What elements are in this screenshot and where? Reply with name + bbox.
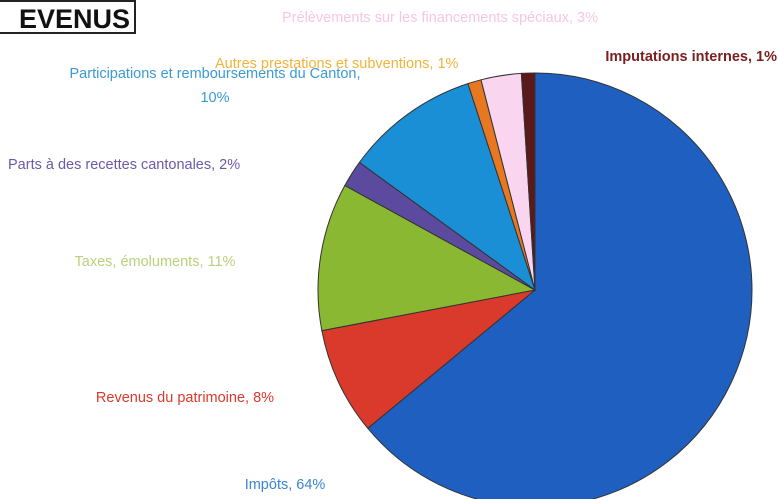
slice-label: Parts à des recettes cantonales, 2% [8, 157, 241, 173]
pie-slice [520, 72, 536, 291]
pie-slice [367, 72, 753, 499]
slice-label: Revenus du patrimoine, 8% [95, 390, 275, 406]
chart-title: EVENUS [0, 0, 136, 34]
pie-slice [317, 184, 537, 332]
slice-label: Autres prestations et subventions, 1% [215, 56, 459, 72]
slice-label: Imputations internes, 1% [605, 49, 777, 65]
slice-label: Participations et remboursements du Cant… [69, 66, 361, 106]
slice-label: Impôts, 64% [244, 477, 326, 493]
pie-slice [321, 289, 536, 430]
pie-slice [358, 82, 536, 292]
slice-label: Prélèvements sur les financements spécia… [282, 10, 598, 26]
slice-label: Taxes, émoluments, 11% [74, 254, 236, 270]
